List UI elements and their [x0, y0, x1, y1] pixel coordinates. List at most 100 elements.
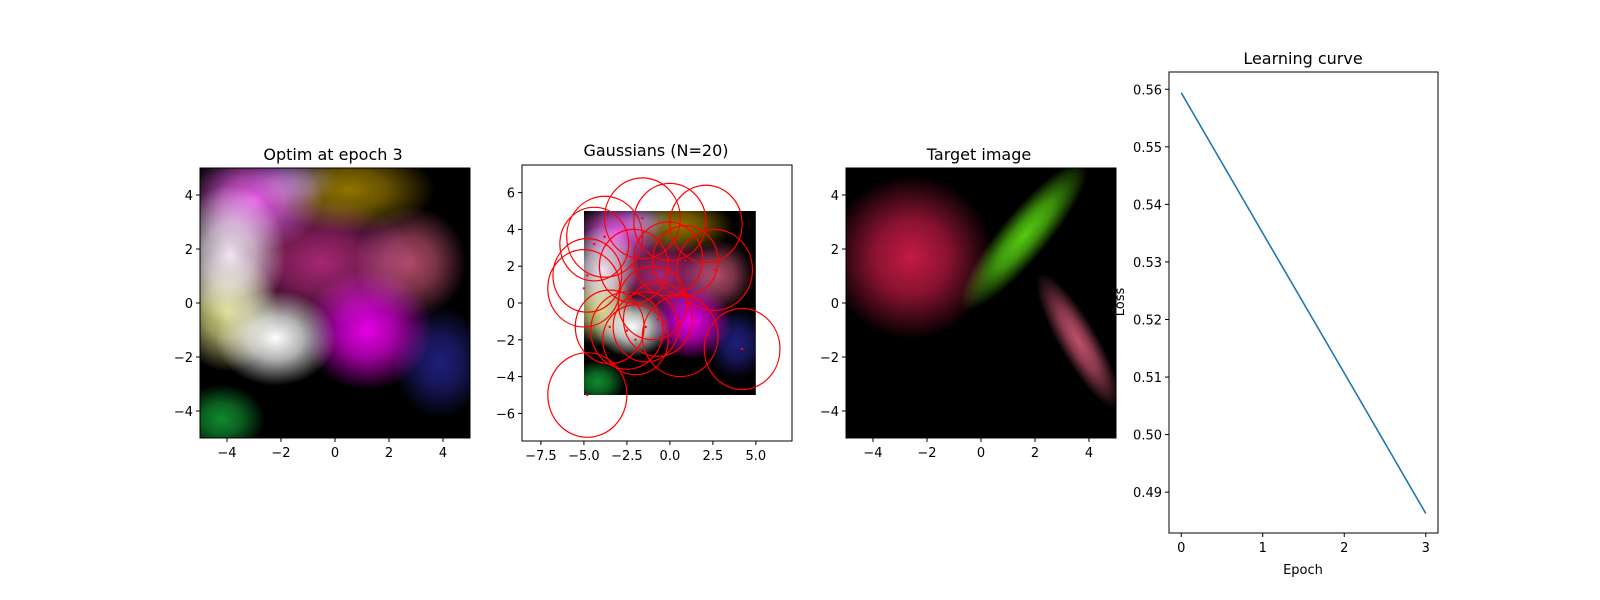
- y-tick-label: 0.54: [1133, 198, 1162, 213]
- x-tick-label: 2: [385, 446, 393, 461]
- y-tick-label: 2: [831, 243, 839, 258]
- gaussian-center: [593, 242, 596, 246]
- y-tick-label: 0.51: [1133, 371, 1162, 386]
- x-tick-label: 3: [1422, 541, 1430, 556]
- x-tick-label: −7.5: [525, 449, 557, 464]
- y-tick-label: 0: [507, 297, 515, 312]
- gaussian-circle: [598, 228, 669, 304]
- x-tick-label: 0: [977, 446, 985, 461]
- gaussian-blob: [251, 168, 338, 208]
- panel-optim-ticks: −4 −2 0 2 4 −4 −2 0 2 4: [174, 189, 447, 461]
- panel-optim-heatmap: [200, 168, 470, 438]
- y-tick-label: 0: [831, 297, 839, 312]
- y-tick-label: 2: [185, 243, 193, 258]
- x-tick-label: 4: [439, 446, 447, 461]
- gaussian-blob: [354, 206, 467, 319]
- gaussian-circle: [617, 265, 688, 341]
- y-axis-label: Loss: [1113, 288, 1128, 317]
- gaussian-blob: [706, 307, 756, 380]
- panel-learning-curve: Learning curve 0 1 2 30.490.500.510.520.530…: [1113, 49, 1439, 578]
- gaussian-blob: [846, 175, 993, 340]
- gaussian-circle: [559, 206, 630, 282]
- gaussian-circle: [547, 249, 621, 328]
- y-tick-label: 2: [507, 260, 515, 275]
- x-tick-label: 2: [1031, 446, 1039, 461]
- gaussian-center: [625, 329, 629, 332]
- panel-target: Target image −4 −2 0 2 4 −4 −2 0 2 4: [820, 145, 1117, 461]
- gaussian-blob: [1035, 272, 1116, 409]
- panel-target-ticks: −4 −2 0 2 4 −4 −2 0 2 4: [820, 189, 1093, 461]
- gaussian-center: [641, 217, 644, 220]
- y-tick-label: 0.50: [1133, 429, 1162, 444]
- gaussian-circle: [703, 307, 781, 391]
- gaussian-circle: [669, 184, 743, 264]
- gaussian-center: [603, 235, 606, 238]
- x-tick-label: −5.0: [568, 449, 600, 464]
- x-tick-label: −2.5: [611, 449, 643, 464]
- gaussian-center: [586, 274, 589, 277]
- panel-optim-title: Optim at epoch 3: [263, 145, 402, 164]
- gaussian-blob: [200, 384, 265, 438]
- panel-learning-curve-plot: [1180, 92, 1427, 514]
- y-tick-label: −2: [820, 351, 839, 366]
- panel-optim: Optim at epoch 3 −4 −2 0 2 4 −4 −2 0 2 4: [174, 145, 471, 461]
- gaussian-circle: [603, 177, 681, 260]
- panel-gaussians-plot: [522, 165, 792, 441]
- gaussian-center: [656, 318, 660, 321]
- gaussian-center: [740, 347, 744, 351]
- gaussian-circle: [566, 195, 643, 278]
- gaussian-circle: [602, 304, 669, 376]
- y-tick-label: 0: [185, 297, 193, 312]
- gaussian-circle: [574, 289, 645, 365]
- gaussian-center: [586, 393, 589, 397]
- gaussian-center: [608, 325, 611, 329]
- gaussian-center: [644, 325, 648, 329]
- gaussian-center: [666, 257, 670, 261]
- gaussian-circle: [547, 352, 628, 438]
- y-tick-label: −6: [496, 407, 515, 422]
- y-tick-label: 4: [185, 189, 193, 204]
- gaussian-center: [651, 301, 654, 305]
- x-tick-label: 2.5: [703, 449, 724, 464]
- panel-target-title: Target image: [926, 145, 1031, 164]
- x-axis-label: Epoch: [1283, 563, 1323, 578]
- x-tick-label: −4: [217, 446, 236, 461]
- x-tick-label: −2: [917, 446, 936, 461]
- gaussian-circle: [633, 182, 707, 262]
- y-tick-label: 0.53: [1133, 256, 1162, 271]
- x-tick-label: 0.0: [660, 449, 681, 464]
- x-tick-label: 1: [1259, 541, 1267, 556]
- gaussian-center: [704, 222, 708, 226]
- y-tick-label: −4: [496, 371, 515, 386]
- y-tick-label: 4: [831, 189, 839, 204]
- y-tick-label: 6: [507, 187, 515, 202]
- gaussian-center: [634, 338, 637, 341]
- x-tick-label: −4: [863, 446, 882, 461]
- gaussian-circle: [552, 237, 623, 313]
- y-tick-label: 0.52: [1133, 313, 1162, 328]
- y-tick-label: −2: [496, 334, 515, 349]
- gaussian-blob: [616, 211, 672, 237]
- panel-target-heatmap: [846, 168, 1116, 438]
- x-tick-label: −2: [271, 446, 290, 461]
- gaussian-center: [713, 268, 716, 272]
- loss-line: [1180, 92, 1427, 514]
- panel-gaussians: Gaussians (N=20) −7.5 −5.0 −2.5 0.0 2.5 5.0 −6…: [496, 141, 793, 464]
- y-tick-label: −4: [174, 405, 193, 420]
- gaussian-circle: [633, 221, 704, 297]
- gaussian-circle: [676, 228, 754, 311]
- gaussian-circle: [590, 291, 664, 370]
- y-tick-label: 0.56: [1133, 83, 1162, 98]
- x-tick-label: 5.0: [746, 449, 767, 464]
- panel-gaussians-title: Gaussians (N=20): [583, 141, 728, 160]
- y-tick-label: −4: [820, 405, 839, 420]
- panel-learning-curve-title: Learning curve: [1243, 49, 1362, 68]
- y-tick-label: 0.55: [1133, 141, 1162, 156]
- y-tick-label: 0.49: [1133, 486, 1162, 501]
- gaussian-circle: [622, 282, 693, 357]
- x-tick-label: 0: [1177, 541, 1185, 556]
- gaussian-blob: [960, 168, 1088, 310]
- y-tick-label: −2: [174, 351, 193, 366]
- panel-learning-curve-ticks: 0 1 2 3 0.49 0.50 0.51 0.52 0.53 0.54 0.55 0.56: [1133, 83, 1430, 556]
